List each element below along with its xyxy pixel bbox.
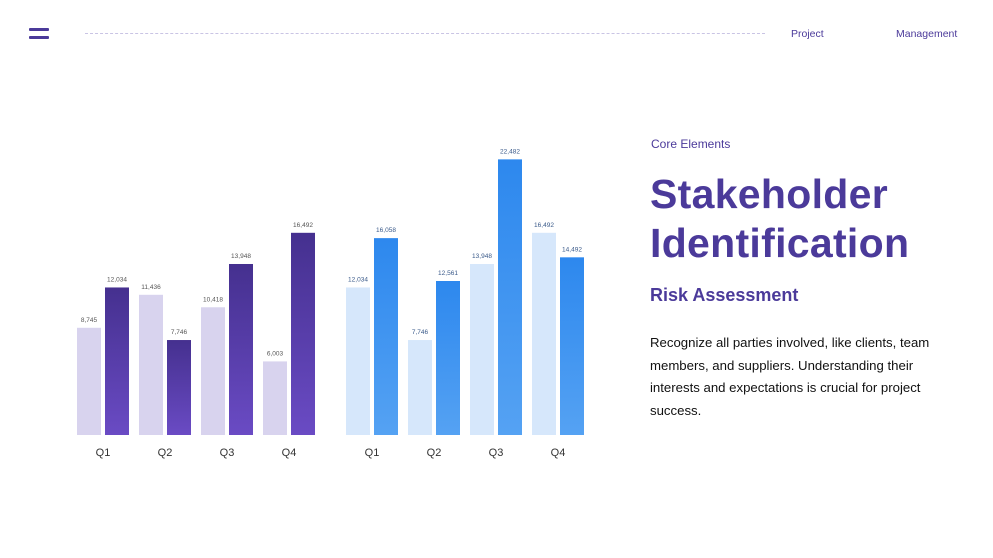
page-title: Stakeholder Identification bbox=[650, 170, 909, 268]
x-tick-label: Q1 bbox=[365, 447, 380, 459]
section-heading: Risk Assessment bbox=[650, 285, 799, 305]
section-subtitle: Core Elements bbox=[651, 137, 731, 151]
bar bbox=[167, 340, 191, 435]
data-label: 16,058 bbox=[376, 227, 396, 234]
data-label: 7,746 bbox=[171, 329, 188, 336]
bar bbox=[346, 287, 370, 435]
x-tick-label: Q2 bbox=[158, 447, 173, 459]
data-label: 16,492 bbox=[293, 222, 313, 229]
x-tick-label: Q3 bbox=[220, 447, 235, 459]
bar bbox=[532, 232, 556, 435]
data-label: 10,418 bbox=[203, 296, 223, 303]
bar bbox=[139, 294, 163, 435]
x-tick-label: Q4 bbox=[551, 447, 566, 459]
bar bbox=[201, 307, 225, 435]
x-tick-label: Q1 bbox=[96, 447, 111, 459]
bar bbox=[470, 263, 494, 435]
x-tick-label: Q4 bbox=[282, 447, 297, 459]
data-label: 7,746 bbox=[412, 329, 429, 336]
bar bbox=[374, 238, 398, 435]
data-label: 16,492 bbox=[534, 222, 554, 229]
bar bbox=[436, 281, 460, 435]
x-tick-label: Q2 bbox=[427, 447, 442, 459]
bar bbox=[560, 257, 584, 435]
data-label: 6,003 bbox=[267, 350, 284, 357]
bar bbox=[229, 263, 253, 435]
data-label: 13,948 bbox=[472, 253, 492, 260]
header-divider bbox=[85, 33, 765, 34]
bar bbox=[77, 327, 101, 435]
bar bbox=[263, 361, 287, 435]
body-text: Recognize all parties involved, like cli… bbox=[650, 335, 930, 418]
data-label: 12,034 bbox=[348, 276, 368, 283]
bar bbox=[408, 340, 432, 435]
bar bbox=[105, 287, 129, 435]
data-label: 14,492 bbox=[562, 246, 582, 253]
title-line: Stakeholder bbox=[650, 171, 888, 217]
data-label: 12,561 bbox=[438, 270, 458, 277]
data-label: 22,482 bbox=[500, 148, 520, 155]
hamburger-menu-icon[interactable] bbox=[29, 28, 49, 39]
data-label: 8,745 bbox=[81, 317, 98, 324]
bar bbox=[291, 232, 315, 435]
nav-project[interactable]: Project bbox=[791, 28, 824, 40]
nav-management[interactable]: Management bbox=[896, 28, 958, 40]
data-label: 12,034 bbox=[107, 276, 127, 283]
data-label: 11,436 bbox=[141, 284, 161, 291]
title-line: Identification bbox=[650, 220, 910, 266]
bar bbox=[498, 159, 522, 436]
x-tick-label: Q3 bbox=[489, 447, 504, 459]
data-label: 13,948 bbox=[231, 253, 251, 260]
